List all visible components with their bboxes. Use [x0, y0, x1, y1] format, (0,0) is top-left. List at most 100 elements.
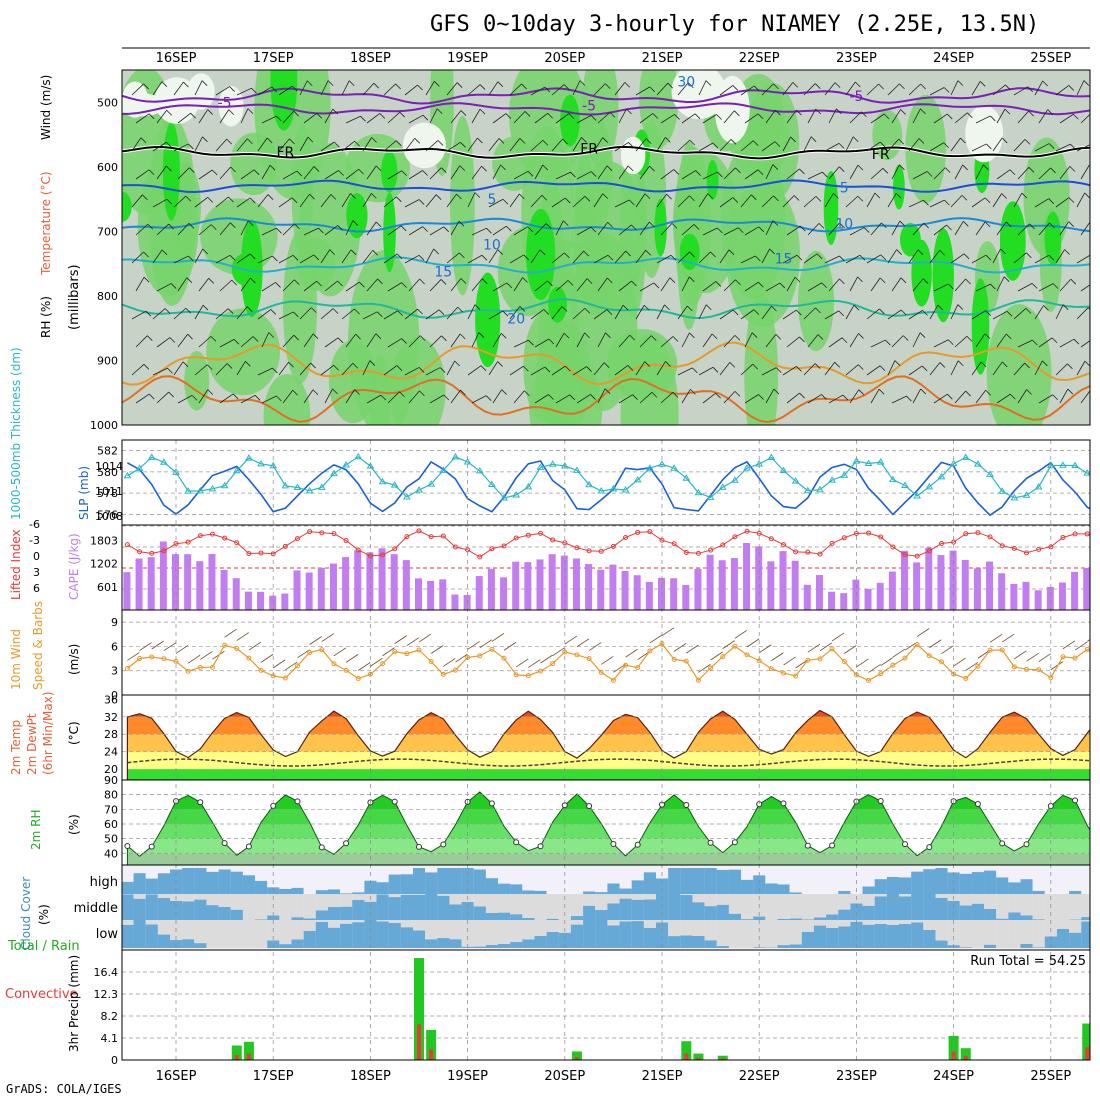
wind-barb — [929, 199, 945, 208]
cloud-gap-low — [1032, 920, 1045, 948]
wind-barb — [383, 253, 398, 264]
lifted-index-marker — [307, 529, 313, 535]
wind-barb-flag — [564, 197, 571, 204]
wind-barb — [215, 254, 231, 264]
wind-barb-flag — [202, 248, 208, 255]
wind-barb-flag — [438, 309, 445, 316]
wind-barb-flag — [523, 254, 530, 261]
wind-barb — [257, 255, 273, 264]
wind-barb-flag — [524, 390, 530, 397]
wind-barb-flag — [1006, 311, 1013, 317]
wind-barb — [698, 80, 707, 96]
cloud-gap-high — [242, 868, 256, 876]
wind-barb-flag — [1028, 167, 1035, 173]
cloud-gap-middle — [619, 894, 632, 899]
rh-moist-area — [450, 115, 475, 296]
wind-barb — [324, 225, 339, 236]
wind-barb-flag — [338, 170, 344, 176]
wind-barb-flag — [906, 395, 912, 402]
wind-barb — [450, 333, 461, 348]
lifted-index-marker — [1084, 531, 1090, 537]
wind-barb — [1059, 338, 1075, 348]
wind-barb-10m — [564, 635, 578, 645]
cloud-bar-low — [777, 945, 790, 948]
wind-barb-flag — [524, 111, 531, 117]
cloud-gap-low — [218, 920, 231, 948]
wind-barb-flag — [814, 83, 821, 89]
wind-barb-flag — [1048, 254, 1055, 261]
wind-barb-flag — [937, 304, 944, 311]
wind-barb-flag — [247, 108, 254, 114]
wind-barb — [971, 197, 986, 208]
wind-speed-marker — [926, 653, 932, 659]
wind-barb-flag — [962, 164, 968, 171]
thickness-marker — [427, 480, 436, 487]
cloud-bar-low — [315, 921, 328, 948]
cloud-gap-high — [230, 868, 243, 872]
wind-barb-flag — [288, 361, 294, 368]
wind-barb-flag — [985, 310, 991, 316]
wind-barb — [824, 362, 836, 376]
wind-barb — [786, 109, 797, 124]
cloud-gap-middle — [157, 894, 171, 899]
wind-barb-flag — [570, 171, 576, 178]
wind-barb — [530, 139, 544, 152]
wind-barb-flag — [190, 112, 196, 119]
wind-barb-10m — [358, 662, 371, 671]
wind-barb — [1013, 252, 1027, 264]
wind-barb-10m — [1062, 640, 1076, 650]
wind-barb — [1076, 254, 1090, 264]
wind-barb — [618, 334, 631, 348]
wind-barb — [261, 164, 271, 180]
wind-barb-flag — [266, 137, 273, 144]
wind-barb — [194, 136, 203, 152]
wind-speed-marker — [477, 653, 483, 659]
cloud-gap-high — [886, 868, 900, 877]
temp-tick-32: 32 — [104, 711, 118, 724]
cloud-gap-high — [400, 868, 414, 875]
wind-barb — [929, 304, 939, 320]
cloud-gap-middle — [1056, 894, 1070, 920]
wind-barb-flag — [603, 362, 610, 368]
wind-barb — [912, 222, 924, 236]
wind-barb — [1013, 192, 1023, 208]
wind-barb-flag — [140, 137, 147, 143]
cloud-bar-high — [1069, 890, 1082, 894]
wind-barb — [555, 332, 565, 348]
cloud-bar-high — [413, 868, 426, 894]
wind-barb-flag — [715, 281, 722, 287]
wind-barb — [261, 115, 277, 124]
cloud-bar-middle — [1032, 919, 1045, 920]
lifted-index-marker — [902, 552, 908, 558]
wind-barb — [849, 227, 865, 236]
wind-barb-flag — [474, 304, 481, 310]
wind-barb-flag — [547, 280, 553, 287]
wind-barb-flag — [460, 278, 467, 284]
cloud-gap-high — [534, 868, 547, 891]
lifted-index-marker — [598, 548, 604, 554]
wind-barb-flag — [360, 115, 366, 122]
wind-barb-flag — [947, 113, 953, 120]
wind-barb — [593, 254, 609, 264]
wind-barb — [177, 395, 193, 404]
wind-barb — [614, 250, 626, 264]
cape-bar — [560, 555, 568, 610]
wind-barb-flag — [772, 164, 779, 170]
wind-barb-flag — [395, 140, 402, 146]
wind-barb-flag — [372, 250, 379, 256]
cloud-bar-middle — [619, 898, 632, 920]
rh-moist-area — [744, 293, 779, 425]
wind-barb-flag — [143, 251, 149, 258]
rh-saturated-area — [823, 170, 839, 245]
wind-barb-10m — [783, 656, 796, 666]
date-label-bottom-16SEP: 16SEP — [156, 1069, 197, 1084]
cloud-gap-low — [777, 920, 790, 946]
precip-tick-0: 0 — [111, 1054, 118, 1067]
wind-barb — [824, 193, 834, 208]
wind-barb-flag — [734, 335, 741, 341]
wind-barb-10m — [430, 645, 444, 654]
wind-barb — [404, 84, 418, 96]
wind-barb — [1059, 221, 1070, 236]
thickness-marker — [743, 464, 751, 471]
wind-barb — [282, 223, 295, 236]
